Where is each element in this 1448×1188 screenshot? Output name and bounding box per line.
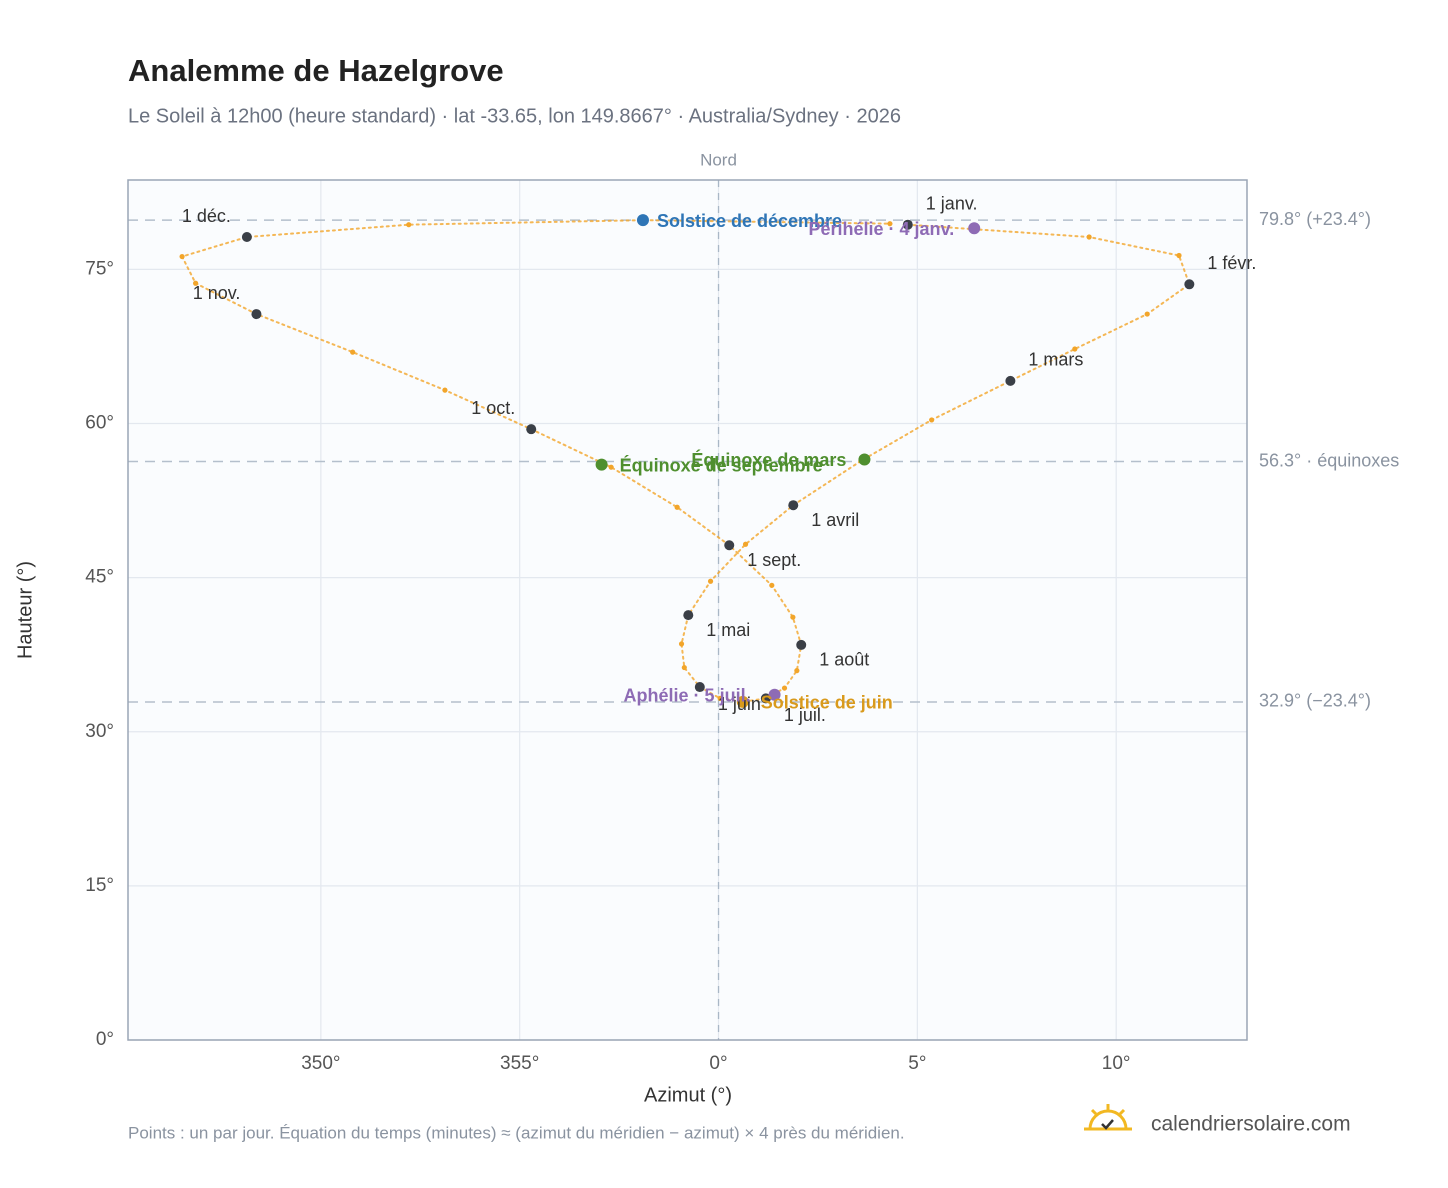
month-label: 1 févr. bbox=[1207, 253, 1256, 273]
day-dot bbox=[769, 582, 775, 588]
event-marker bbox=[636, 214, 649, 227]
brand: calendriersolaire.com bbox=[1151, 1113, 1351, 1136]
month-marker bbox=[902, 219, 913, 230]
day-dot bbox=[717, 695, 723, 701]
event-label: Solstice de décembre bbox=[657, 211, 842, 231]
month-label: 1 juin bbox=[718, 694, 761, 714]
day-dot bbox=[887, 221, 893, 227]
day-dot bbox=[350, 349, 356, 355]
month-marker bbox=[683, 610, 694, 621]
day-dot bbox=[442, 387, 448, 393]
month-label: 1 août bbox=[819, 650, 869, 670]
month-label: 1 oct. bbox=[471, 398, 515, 418]
day-dot bbox=[707, 578, 714, 584]
month-marker bbox=[1184, 279, 1195, 290]
y-tick-label: 0° bbox=[96, 1029, 114, 1050]
month-marker bbox=[526, 424, 537, 435]
day-dot bbox=[608, 464, 614, 470]
y-axis-label: Hauteur (°) bbox=[14, 561, 36, 659]
event-marker bbox=[768, 688, 781, 701]
event-marker bbox=[968, 222, 981, 235]
event-marker bbox=[595, 458, 608, 471]
y-tick-label: 45° bbox=[85, 567, 114, 588]
day-dot bbox=[790, 614, 796, 620]
day-dot bbox=[1176, 252, 1182, 259]
reference-label: 32.9° (−23.4°) bbox=[1259, 691, 1371, 711]
month-label: 1 sept. bbox=[747, 550, 801, 570]
x-tick-label: 350° bbox=[301, 1053, 340, 1074]
event-marker bbox=[858, 453, 871, 466]
month-marker bbox=[796, 639, 807, 650]
month-label: 1 déc. bbox=[182, 206, 231, 226]
month-label: 1 juil. bbox=[784, 705, 826, 725]
day-dot bbox=[681, 664, 687, 671]
chart-subtitle: Le Soleil à 12h00 (heure standard) · lat… bbox=[128, 105, 901, 127]
x-tick-label: 10° bbox=[1102, 1053, 1131, 1074]
month-label: 1 janv. bbox=[926, 193, 978, 213]
brand-logo bbox=[1084, 1104, 1132, 1131]
x-tick-label: 355° bbox=[500, 1053, 539, 1074]
month-marker bbox=[760, 693, 771, 704]
month-marker bbox=[241, 232, 252, 243]
day-dot bbox=[1086, 234, 1092, 240]
event-label: Équinoxe de mars bbox=[691, 449, 846, 470]
event-marker bbox=[736, 695, 749, 708]
marks bbox=[179, 214, 1195, 708]
event-label: Périhélie · 4 janv. bbox=[808, 219, 954, 239]
day-dot bbox=[1144, 311, 1150, 317]
meridian-label: Nord bbox=[700, 150, 737, 169]
day-dot bbox=[678, 641, 685, 647]
month-marker bbox=[724, 540, 735, 551]
month-label: 1 mai bbox=[706, 620, 750, 640]
x-axis-label: Azimut (°) bbox=[644, 1084, 732, 1106]
day-dot bbox=[193, 280, 199, 286]
footnote: Points : un par jour. Équation du temps … bbox=[128, 1123, 905, 1142]
y-tick-label: 75° bbox=[85, 258, 114, 279]
y-tick-label: 60° bbox=[85, 413, 114, 434]
event-label: Aphélie · 5 juil. bbox=[624, 686, 751, 706]
reference-label: 79.8° (+23.4°) bbox=[1259, 209, 1371, 229]
plot-area bbox=[128, 180, 1247, 1040]
month-label: 1 mars bbox=[1028, 350, 1083, 370]
month-marker bbox=[694, 682, 705, 693]
x-tick-label: 0° bbox=[709, 1053, 727, 1074]
plot-frame bbox=[127, 179, 1248, 1041]
month-marker bbox=[788, 500, 799, 511]
event-label: Solstice de juin bbox=[761, 693, 893, 713]
grid bbox=[128, 180, 1247, 1041]
day-dot bbox=[929, 417, 935, 423]
day-dot bbox=[179, 253, 185, 260]
day-dot bbox=[674, 504, 680, 510]
day-dot bbox=[794, 668, 800, 674]
day-dot bbox=[781, 685, 788, 691]
y-tick-label: 15° bbox=[85, 875, 114, 896]
day-dot bbox=[1072, 346, 1078, 352]
y-tick-label: 30° bbox=[85, 721, 114, 742]
reference-label: 56.3° · équinoxes bbox=[1259, 450, 1399, 470]
x-tick-label: 5° bbox=[908, 1053, 926, 1074]
month-label: 1 avril bbox=[811, 510, 859, 530]
day-dot bbox=[742, 541, 749, 547]
event-label: Équinoxe de septembre bbox=[620, 454, 823, 475]
chart-title: Analemme de Hazelgrove bbox=[128, 53, 504, 88]
month-label: 1 nov. bbox=[193, 283, 241, 303]
month-marker bbox=[1005, 375, 1016, 386]
month-marker bbox=[251, 309, 262, 320]
day-dot bbox=[406, 222, 412, 228]
